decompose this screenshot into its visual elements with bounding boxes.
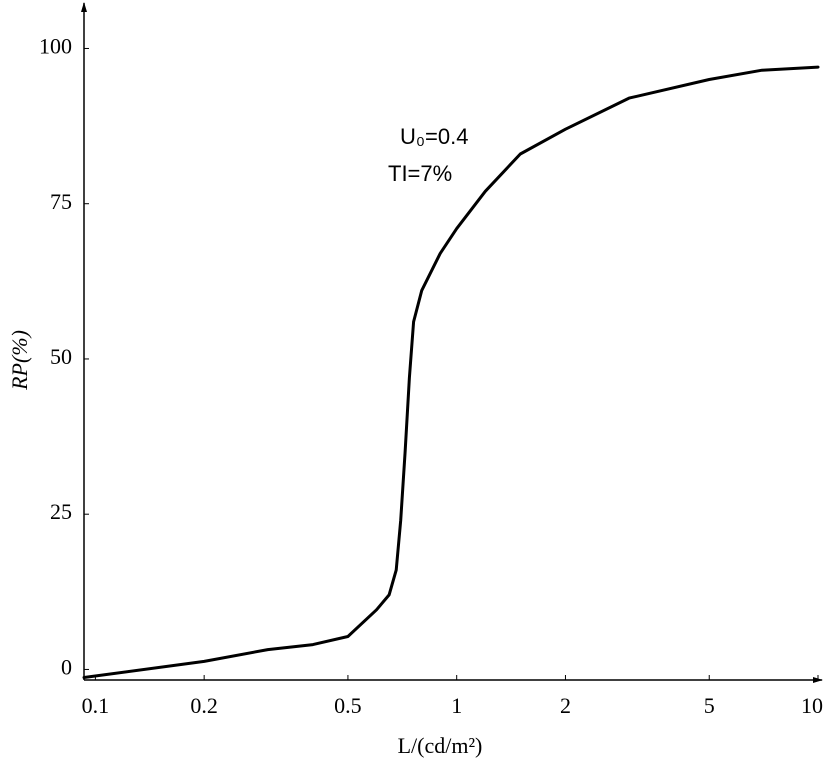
x-tick-label: 10 xyxy=(801,693,823,718)
x-tick-label: 2 xyxy=(560,693,571,718)
y-tick-label: 50 xyxy=(50,344,72,369)
y-axis-label: RP(%) xyxy=(7,330,32,391)
y-tick-label: 100 xyxy=(39,34,72,59)
x-tick-label: 0.2 xyxy=(190,693,218,718)
y-tick-label: 0 xyxy=(61,654,72,679)
x-tick-label: 0.1 xyxy=(82,693,110,718)
x-tick-label: 1 xyxy=(451,693,462,718)
line xyxy=(82,65,820,679)
annotation: TI=7% xyxy=(388,161,452,186)
y-tick-label: 75 xyxy=(50,189,72,214)
x-tick-label: 0.5 xyxy=(334,693,362,718)
x-tick-label: 5 xyxy=(704,693,715,718)
annotation: U₀=0.4 xyxy=(400,124,468,149)
x-axis-label: L/(cd/m²) xyxy=(398,733,483,758)
y-tick-label: 25 xyxy=(50,499,72,524)
